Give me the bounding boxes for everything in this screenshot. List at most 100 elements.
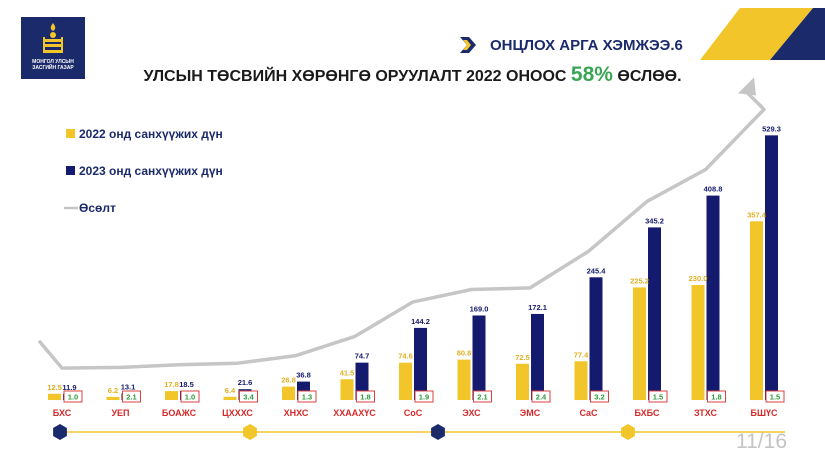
bar-2022-4	[282, 386, 295, 400]
category-label: СаС	[579, 408, 598, 418]
growth-label: 1.9	[419, 393, 429, 402]
corner-decoration-navy	[770, 8, 825, 60]
legend-label-0: 2022 онд санхүүжих дүн	[79, 127, 223, 141]
timeline-hexagon-1	[243, 424, 257, 440]
growth-label: 3.4	[243, 393, 254, 402]
logo-text: МОНГОЛ УЛСЫН ЗАСГИЙН ГАЗАР	[32, 59, 74, 71]
category-label: БХС	[53, 408, 72, 418]
growth-label: 1.5	[770, 393, 780, 402]
data-label-2023: 529.3	[762, 124, 781, 133]
corner-decoration-yellow	[700, 8, 813, 60]
data-label-2022: 72.5	[515, 353, 530, 362]
headline-percent: 58%	[570, 63, 613, 86]
growth-label: 1.5	[653, 393, 663, 402]
data-label-2022: 12.5	[47, 383, 62, 392]
growth-box	[63, 390, 83, 403]
bar-2022-1	[106, 396, 120, 400]
growth-box	[531, 390, 551, 403]
page-number: 11/16	[736, 430, 787, 453]
growth-label: 1.0	[68, 393, 78, 402]
bar-2022-11	[691, 285, 705, 400]
data-label-2023: 74.7	[355, 352, 370, 361]
data-label-2022: 26.8	[281, 376, 296, 385]
legend-label-1: 2023 онд санхүүжих дүн	[79, 164, 223, 178]
bar-2023-12	[765, 135, 778, 400]
slide-title: ОНЦЛОХ АРГА ХЭМЖЭЭ.6	[490, 36, 683, 54]
bar-2022-7	[457, 359, 471, 400]
growth-box	[414, 390, 434, 403]
growth-box	[707, 390, 726, 403]
data-label-2023: 144.2	[411, 317, 430, 326]
growth-box	[648, 390, 668, 403]
chevron-arrow-icon	[460, 37, 476, 53]
bar-2023-6	[414, 327, 427, 400]
growth-label: 2.1	[126, 393, 136, 402]
category-label: БХБС	[634, 408, 660, 418]
bar-2023-11	[706, 195, 720, 400]
bar-2023-8	[531, 313, 544, 400]
category-label: ЦХХХС	[222, 408, 253, 418]
data-label-2023: 21.6	[238, 378, 253, 387]
data-label-2023: 13.1	[121, 382, 136, 391]
growth-box	[473, 390, 492, 403]
headline-text: УЛСЫН ТӨСВИЙН ХӨРӨНГӨ ОРУУЛАЛТ 2022 ОНОО…	[143, 68, 571, 85]
data-label-2022: 357.4	[747, 210, 767, 219]
data-label-2022: 77.4	[574, 350, 589, 359]
growth-box	[297, 390, 317, 403]
growth-label: 2.1	[477, 393, 487, 402]
growth-label: 1.8	[360, 393, 370, 402]
soyombo-emblem-icon	[43, 23, 63, 53]
bar-2022-2	[165, 391, 178, 400]
category-label: ЭМС	[520, 408, 541, 418]
category-label: ЗТХС	[694, 408, 717, 418]
slide-title-group: ОНЦЛОХ АРГА ХЭМЖЭЭ.6	[460, 35, 683, 55]
category-label: ХХААХҮС	[333, 408, 376, 418]
growth-box	[180, 390, 200, 403]
growth-label: 3.2	[594, 393, 604, 402]
category-label: ЭХС	[462, 408, 481, 418]
data-label-2022: 230.0	[689, 274, 708, 283]
growth-label: 1.0	[185, 393, 195, 402]
bar-2022-5	[340, 379, 354, 400]
headline-suffix: ӨСЛӨӨ.	[612, 68, 682, 85]
bar-2022-9	[574, 361, 588, 400]
data-label-2022: 41.5	[340, 368, 355, 377]
bar-2023-10	[648, 227, 661, 400]
legend-swatch-1	[66, 166, 75, 175]
legend-label-2: Өсөлт	[79, 201, 116, 215]
growth-label: 1.3	[302, 393, 312, 402]
growth-box	[122, 390, 141, 403]
government-logo: МОНГОЛ УЛСЫН ЗАСГИЙН ГАЗАР	[21, 17, 85, 79]
timeline-hexagon-2	[431, 424, 445, 440]
timeline-hexagon-3	[621, 424, 635, 440]
growth-trend-arrowhead	[738, 77, 756, 96]
data-label-2023: 11.9	[62, 383, 76, 392]
bar-2022-3	[223, 396, 237, 400]
category-label: СоС	[404, 408, 423, 418]
data-label-2023: 172.1	[528, 303, 547, 312]
bar-2022-6	[399, 362, 412, 400]
data-label-2022: 6.2	[108, 386, 118, 395]
headline: УЛСЫН ТӨСВИЙН ХӨРӨНГӨ ОРУУЛАЛТ 2022 ОНОО…	[0, 63, 825, 87]
data-label-2023: 18.5	[179, 380, 194, 389]
legend-swatch-0	[66, 129, 75, 138]
category-label: БШҮС	[750, 408, 778, 418]
data-label-2023: 36.8	[296, 371, 311, 380]
growth-label: 2.4	[536, 393, 547, 402]
bar-2022-0	[48, 393, 61, 400]
growth-trend-line	[38, 89, 766, 370]
bar-2023-7	[472, 315, 486, 400]
data-label-2022: 6.4	[225, 386, 236, 395]
data-label-2023: 169.0	[470, 305, 489, 314]
growth-box	[765, 390, 785, 403]
growth-box	[239, 390, 258, 403]
data-label-2023: 345.2	[645, 216, 664, 225]
growth-box	[590, 390, 609, 403]
category-label: УЕП	[111, 408, 129, 418]
data-label-2023: 408.8	[704, 185, 723, 194]
category-label: ХНХС	[284, 408, 309, 418]
data-label-2022: 74.6	[398, 352, 413, 361]
bar-2022-12	[750, 221, 763, 400]
data-label-2023: 245.4	[587, 266, 607, 275]
